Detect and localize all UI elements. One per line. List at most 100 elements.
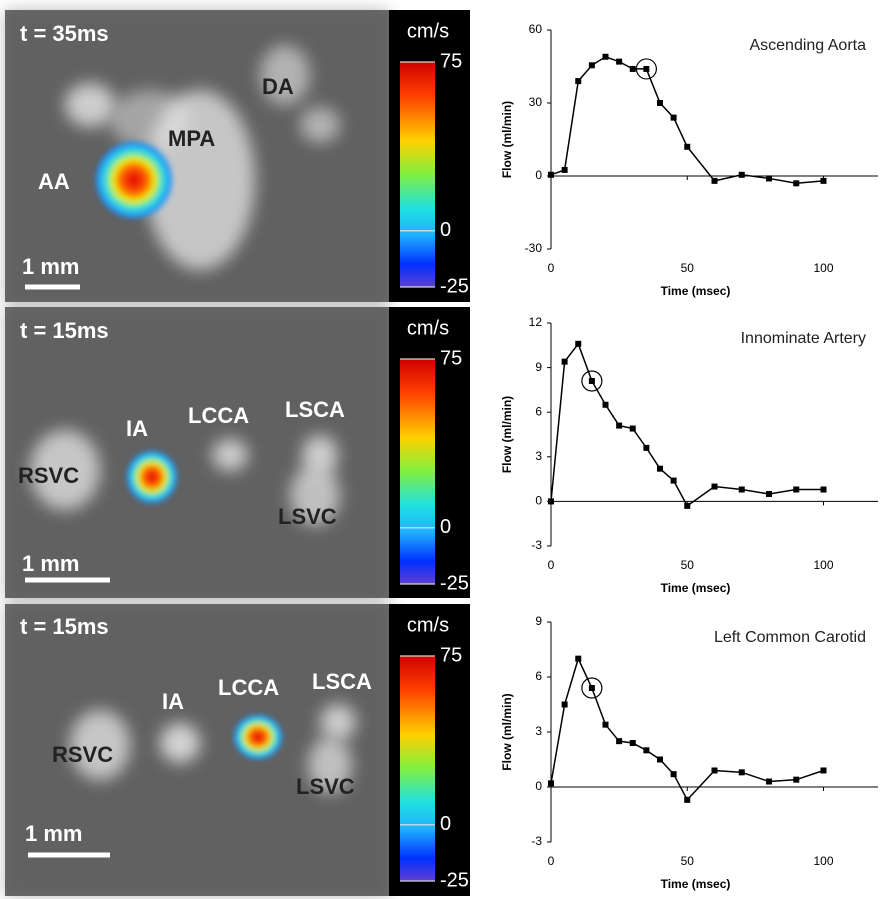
flow-map xyxy=(234,715,282,759)
chart-title: Left Common Carotid xyxy=(714,629,866,646)
charts: -3003060050100Time (msec)Flow (ml/min)As… xyxy=(500,22,878,891)
y-tick-label: 0 xyxy=(535,494,542,508)
colorbar xyxy=(400,656,435,881)
colorbar-tick-label: 0 xyxy=(440,516,451,538)
data-point xyxy=(793,777,799,783)
anatomy-blob xyxy=(212,439,248,471)
vessel-label: IA xyxy=(162,689,184,714)
data-point xyxy=(616,738,622,744)
data-point xyxy=(657,100,663,106)
data-point xyxy=(793,180,799,186)
data-point xyxy=(575,656,581,662)
colorbar-tick-label: 75 xyxy=(440,644,462,666)
data-point xyxy=(643,747,649,753)
scale-label: 1 mm xyxy=(22,551,79,576)
x-axis-title: Time (msec) xyxy=(661,877,731,891)
vessel-label: LCCA xyxy=(218,675,279,700)
data-point xyxy=(616,423,622,429)
anatomy-blob xyxy=(320,704,356,740)
colorbar xyxy=(400,62,435,287)
anatomy-blob xyxy=(65,83,115,127)
colorbar-tick-label: 75 xyxy=(440,50,462,72)
vessel-label: LSCA xyxy=(312,669,372,694)
data-point xyxy=(548,172,554,178)
colorbar-unit: cm/s xyxy=(407,614,449,636)
flow-map xyxy=(96,142,172,218)
x-tick-label: 0 xyxy=(548,854,555,868)
chart-title: Innominate Artery xyxy=(741,330,866,347)
x-tick-label: 50 xyxy=(681,854,695,868)
data-point xyxy=(603,54,609,60)
vessel-label: AA xyxy=(38,169,70,194)
vessel-label: LSCA xyxy=(285,397,345,422)
data-point xyxy=(793,487,799,493)
y-tick-label: 60 xyxy=(529,22,543,36)
y-tick-label: 3 xyxy=(535,724,542,738)
time-label: t = 15ms xyxy=(20,614,109,639)
colorbar-tick-label: -25 xyxy=(440,275,469,297)
colorbar xyxy=(400,359,435,584)
data-point xyxy=(739,487,745,493)
data-point xyxy=(630,426,636,432)
scale-label: 1 mm xyxy=(22,254,79,279)
data-point xyxy=(712,484,718,490)
data-point xyxy=(712,768,718,774)
anatomy-blob xyxy=(300,107,340,143)
vessel-label: RSVC xyxy=(52,742,113,767)
y-tick-label: 12 xyxy=(529,315,543,329)
y-tick-label: 6 xyxy=(535,404,542,418)
y-axis-title: Flow (ml/min) xyxy=(500,101,514,178)
data-point xyxy=(548,498,554,504)
colorbar-tick-label: -25 xyxy=(440,869,469,891)
y-tick-label: 0 xyxy=(535,168,542,182)
vessel-label: LCCA xyxy=(188,403,249,428)
data-point xyxy=(630,740,636,746)
colorbar-unit: cm/s xyxy=(407,20,449,42)
time-label: t = 15ms xyxy=(20,318,109,343)
data-point xyxy=(739,172,745,178)
y-tick-label: 9 xyxy=(535,614,542,628)
data-point xyxy=(657,757,663,763)
x-tick-label: 0 xyxy=(548,558,555,572)
colorbar-tick-label: -25 xyxy=(440,572,469,594)
data-point xyxy=(589,685,595,691)
data-point xyxy=(562,167,568,173)
data-line xyxy=(551,659,824,800)
data-point xyxy=(603,402,609,408)
data-point xyxy=(562,359,568,365)
data-point xyxy=(589,378,595,384)
colorbar-tick-label: 75 xyxy=(440,347,462,369)
vessel-label: LSVC xyxy=(278,504,337,529)
data-point xyxy=(643,445,649,451)
data-point xyxy=(766,779,772,785)
data-point xyxy=(821,178,827,184)
y-axis-title: Flow (ml/min) xyxy=(500,693,514,770)
data-point xyxy=(684,503,690,509)
y-tick-label: 30 xyxy=(529,95,543,109)
colorbar-tick-label: 0 xyxy=(440,813,451,835)
y-tick-label: 6 xyxy=(535,669,542,683)
data-point xyxy=(671,478,677,484)
data-point xyxy=(630,66,636,72)
y-tick-label: -30 xyxy=(525,241,543,255)
data-point xyxy=(671,115,677,121)
y-tick-label: -3 xyxy=(531,834,542,848)
data-point xyxy=(766,175,772,181)
vessel-label: IA xyxy=(126,416,148,441)
vessel-label: LSVC xyxy=(296,774,355,799)
colorbar-unit: cm/s xyxy=(407,317,449,339)
data-point xyxy=(657,466,663,472)
time-label: t = 35ms xyxy=(20,21,109,46)
y-tick-label: 3 xyxy=(535,449,542,463)
data-point xyxy=(548,780,554,786)
vessel-label: RSVC xyxy=(18,463,79,488)
scale-label: 1 mm xyxy=(25,821,82,846)
data-line xyxy=(551,57,824,184)
x-tick-label: 100 xyxy=(813,854,833,868)
flow-map xyxy=(127,451,177,503)
data-point xyxy=(739,769,745,775)
chart-title: Ascending Aorta xyxy=(749,37,866,54)
anatomy-blob xyxy=(160,723,200,763)
data-point xyxy=(712,178,718,184)
data-point xyxy=(643,66,649,72)
